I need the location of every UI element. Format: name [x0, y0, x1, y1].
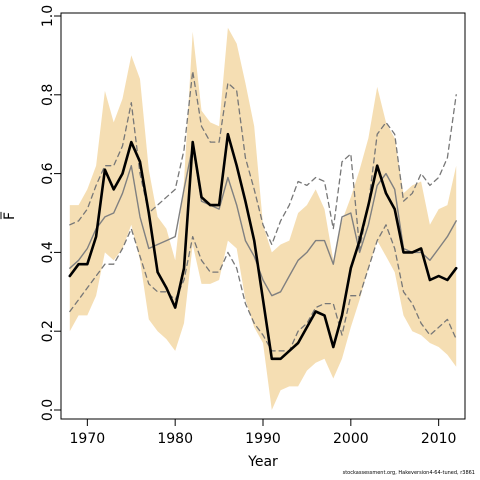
y-tick-label: 0.6 [40, 162, 56, 184]
x-axis-title: Year [247, 454, 278, 470]
y-tick-label: 0.2 [40, 320, 56, 342]
credit-text: stockassessment.org, Hakeversion4-64-tun… [342, 470, 475, 476]
y-tick-label: 0.8 [40, 84, 56, 106]
x-tick-label: 1970 [70, 431, 106, 447]
median-line [69, 145, 457, 297]
upper-bound-line [69, 70, 457, 250]
x-tick-label: 1980 [157, 431, 193, 447]
estimate-line [68, 132, 458, 361]
x-tick-label: 2010 [421, 431, 457, 447]
x-tick-label: 2000 [333, 431, 369, 447]
x-axis: 1970 1980 1990 2000 2010 [70, 419, 457, 447]
x-tick-label: 1990 [245, 431, 281, 447]
y-tick-label: 0.0 [40, 399, 56, 421]
y-tick-label: 0.4 [40, 241, 56, 263]
plot-area [68, 27, 458, 411]
y-tick-label: 1.0 [40, 5, 56, 27]
confidence-band [69, 27, 457, 411]
y-axis: 0.0 0.2 0.4 0.6 0.8 1.0 [40, 5, 61, 421]
lower-bound-line [69, 224, 457, 352]
y-axis-title: F̅ [0, 211, 18, 220]
